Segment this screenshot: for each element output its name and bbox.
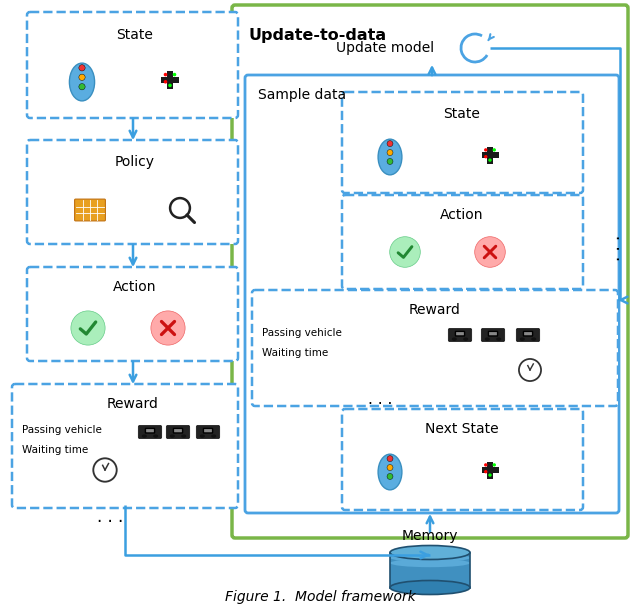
Text: . . .: . . . [368, 392, 392, 407]
FancyBboxPatch shape [27, 12, 238, 118]
Ellipse shape [164, 80, 167, 84]
FancyBboxPatch shape [342, 409, 583, 510]
Ellipse shape [211, 434, 216, 438]
Text: Passing vehicle: Passing vehicle [262, 328, 342, 338]
FancyBboxPatch shape [166, 425, 189, 439]
Bar [488, 461, 493, 478]
Text: Waiting time: Waiting time [22, 445, 88, 455]
Bar [488, 147, 493, 164]
Text: . . .: . . . [97, 508, 123, 526]
Ellipse shape [378, 454, 402, 490]
FancyBboxPatch shape [342, 92, 583, 193]
Ellipse shape [390, 580, 470, 595]
Text: Sample data: Sample data [258, 88, 346, 102]
Ellipse shape [488, 158, 492, 162]
Text: Action: Action [440, 208, 484, 222]
Ellipse shape [79, 65, 85, 71]
Text: Policy: Policy [115, 155, 155, 169]
FancyBboxPatch shape [245, 75, 619, 513]
Text: State: State [116, 28, 154, 42]
Text: Update model: Update model [336, 41, 434, 55]
Bar [481, 467, 499, 472]
Ellipse shape [387, 464, 393, 470]
Bar [390, 552, 470, 588]
Ellipse shape [488, 474, 492, 477]
FancyBboxPatch shape [196, 425, 220, 439]
FancyBboxPatch shape [456, 331, 465, 336]
Ellipse shape [475, 236, 506, 267]
Text: Reward: Reward [107, 397, 159, 411]
Ellipse shape [484, 148, 488, 152]
Ellipse shape [71, 311, 105, 345]
Text: Action: Action [113, 280, 157, 294]
Text: Memory: Memory [402, 529, 458, 543]
Ellipse shape [378, 139, 402, 175]
FancyBboxPatch shape [145, 428, 155, 433]
FancyBboxPatch shape [342, 195, 583, 289]
Bar [481, 153, 499, 158]
Ellipse shape [387, 150, 393, 156]
Ellipse shape [484, 155, 488, 158]
Bar [167, 71, 173, 89]
Bar [161, 78, 179, 82]
Ellipse shape [390, 559, 470, 567]
Ellipse shape [387, 141, 393, 147]
Ellipse shape [484, 337, 490, 341]
FancyBboxPatch shape [75, 199, 106, 221]
Text: State: State [444, 107, 481, 121]
Ellipse shape [79, 84, 85, 90]
Ellipse shape [493, 463, 496, 467]
Text: Waiting time: Waiting time [262, 348, 328, 358]
Ellipse shape [170, 434, 175, 438]
FancyBboxPatch shape [252, 290, 618, 406]
FancyBboxPatch shape [138, 425, 162, 439]
Ellipse shape [141, 434, 147, 438]
FancyBboxPatch shape [232, 5, 628, 538]
Ellipse shape [164, 73, 167, 76]
Ellipse shape [493, 148, 496, 152]
Ellipse shape [531, 337, 536, 341]
Ellipse shape [452, 337, 457, 341]
FancyBboxPatch shape [27, 267, 238, 361]
Ellipse shape [390, 554, 470, 562]
Ellipse shape [387, 158, 393, 164]
Ellipse shape [496, 337, 501, 341]
Ellipse shape [484, 463, 488, 467]
Ellipse shape [390, 546, 470, 560]
FancyBboxPatch shape [204, 428, 212, 433]
Text: Reward: Reward [409, 303, 461, 317]
Ellipse shape [390, 236, 420, 267]
FancyBboxPatch shape [516, 328, 540, 342]
Ellipse shape [69, 63, 95, 101]
FancyBboxPatch shape [27, 140, 238, 244]
Text: Next State: Next State [425, 422, 499, 436]
Ellipse shape [387, 456, 393, 461]
Ellipse shape [173, 73, 176, 76]
FancyBboxPatch shape [524, 331, 532, 336]
Text: . . .: . . . [606, 235, 624, 261]
Ellipse shape [168, 84, 172, 87]
Ellipse shape [181, 434, 186, 438]
FancyBboxPatch shape [448, 328, 472, 342]
Ellipse shape [520, 337, 525, 341]
Ellipse shape [387, 474, 393, 480]
FancyBboxPatch shape [173, 428, 182, 433]
FancyBboxPatch shape [488, 331, 497, 336]
Text: Update-to-data: Update-to-data [248, 28, 386, 43]
Text: Passing vehicle: Passing vehicle [22, 425, 102, 435]
Ellipse shape [484, 470, 488, 474]
Ellipse shape [153, 434, 158, 438]
FancyBboxPatch shape [481, 328, 505, 342]
FancyBboxPatch shape [12, 384, 238, 508]
Ellipse shape [200, 434, 205, 438]
Ellipse shape [79, 74, 85, 81]
Text: Figure 1.  Model framework: Figure 1. Model framework [225, 590, 415, 604]
Ellipse shape [463, 337, 468, 341]
Ellipse shape [151, 311, 185, 345]
